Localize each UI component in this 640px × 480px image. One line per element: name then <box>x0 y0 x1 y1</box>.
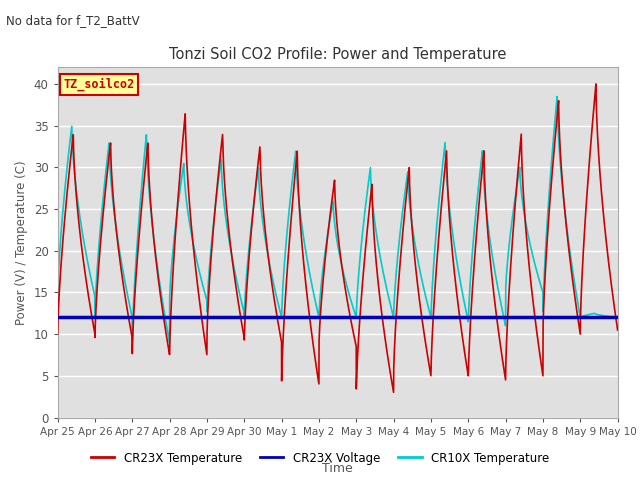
Y-axis label: Power (V) / Temperature (C): Power (V) / Temperature (C) <box>15 160 28 324</box>
Text: TZ_soilco2: TZ_soilco2 <box>63 78 134 91</box>
Legend: CR23X Temperature, CR23X Voltage, CR10X Temperature: CR23X Temperature, CR23X Voltage, CR10X … <box>86 447 554 469</box>
Title: Tonzi Soil CO2 Profile: Power and Temperature: Tonzi Soil CO2 Profile: Power and Temper… <box>169 47 506 62</box>
Text: No data for f_T2_BattV: No data for f_T2_BattV <box>6 14 140 27</box>
X-axis label: Time: Time <box>322 462 353 475</box>
